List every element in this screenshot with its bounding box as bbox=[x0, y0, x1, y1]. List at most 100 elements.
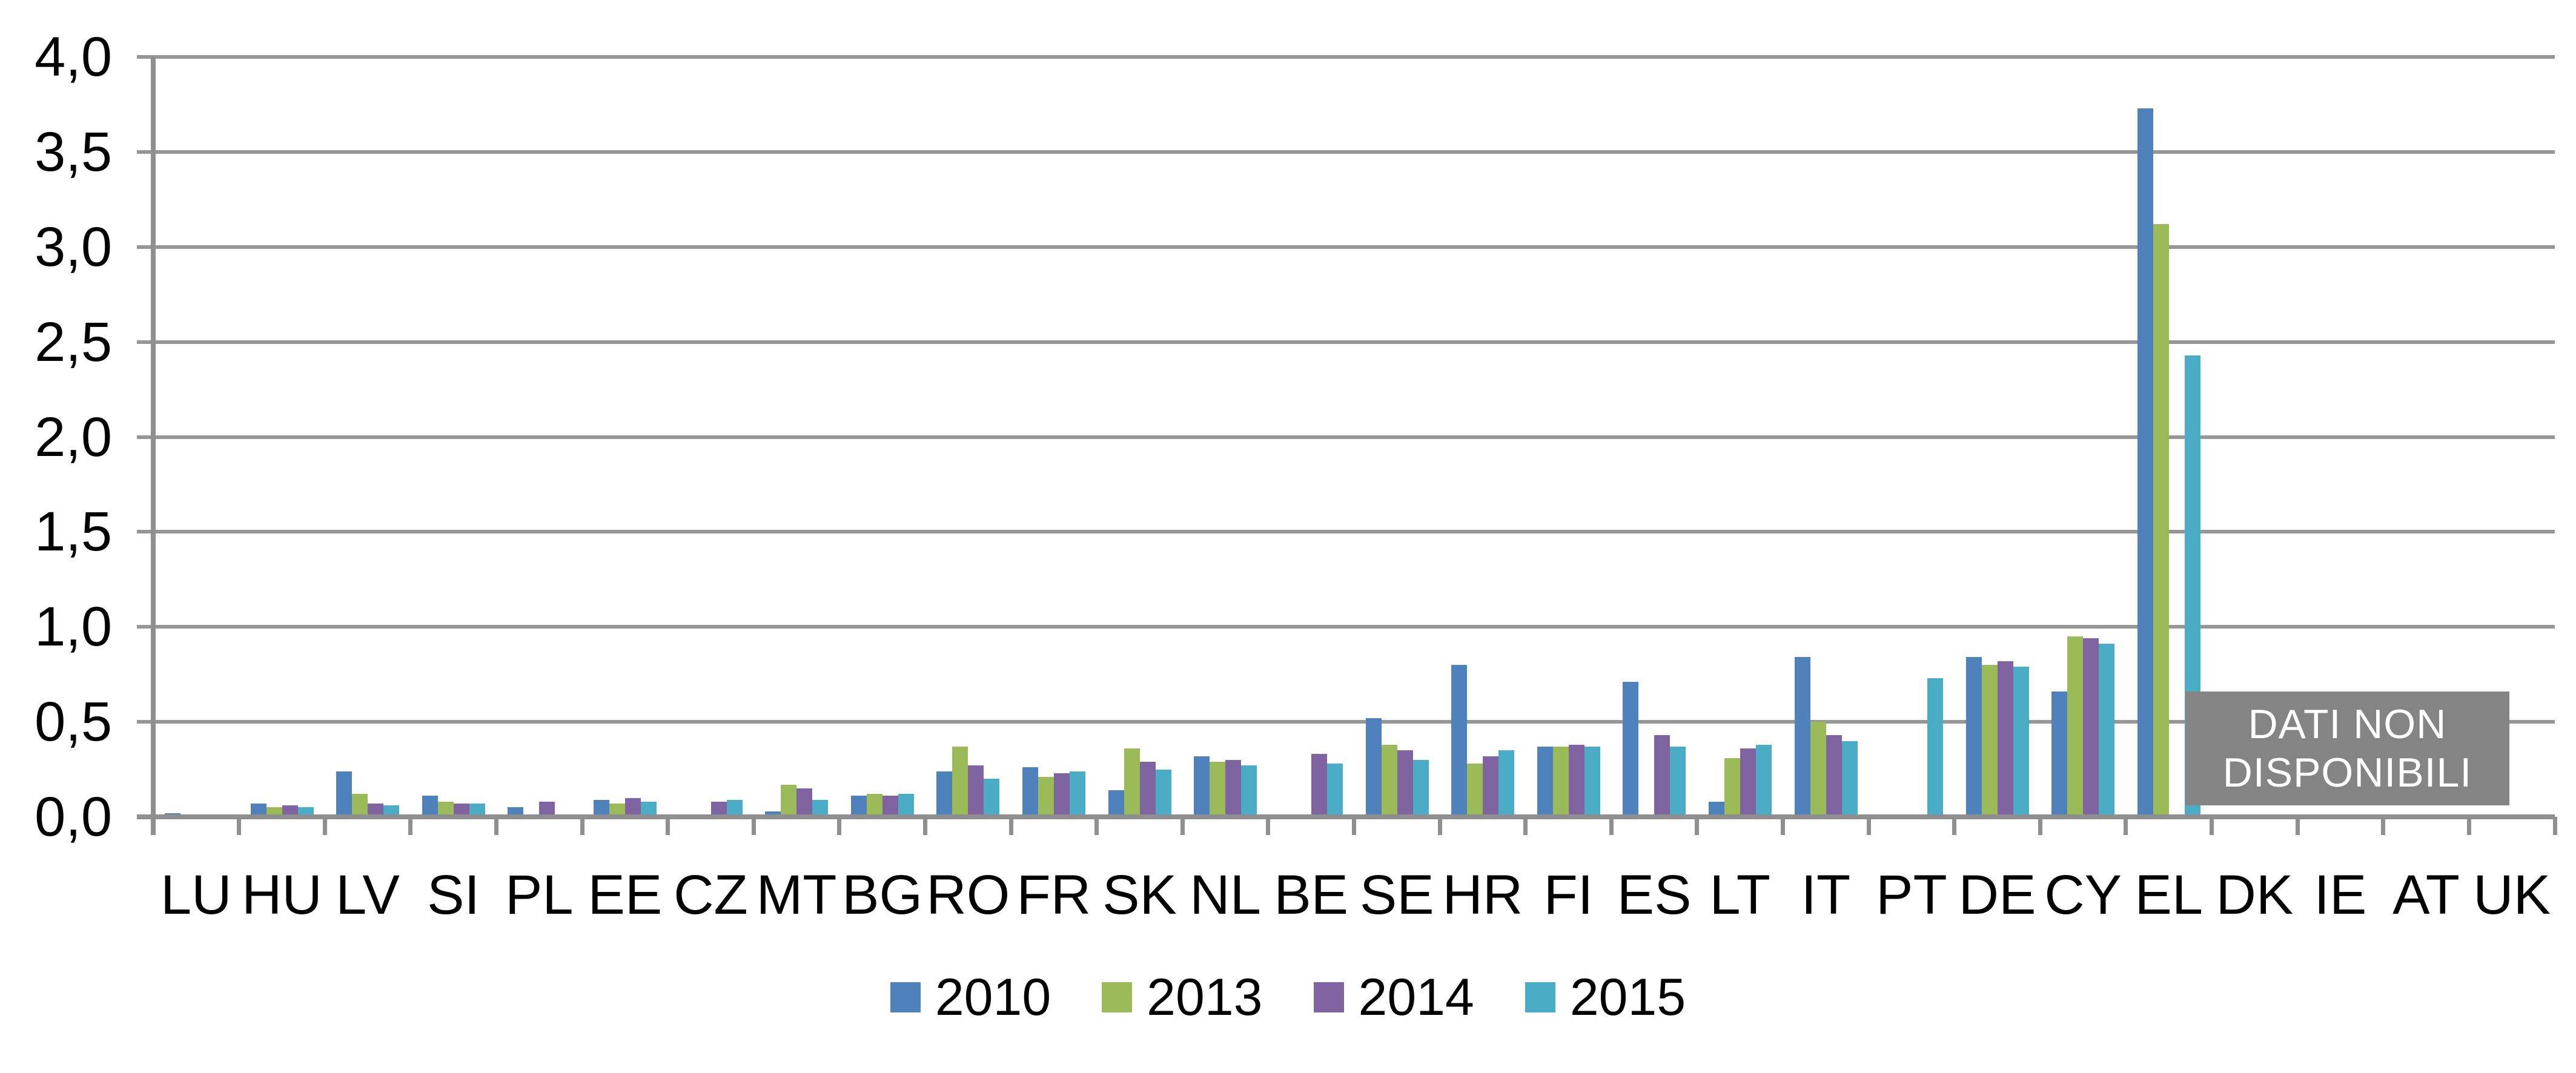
category-tick-4 bbox=[494, 817, 498, 835]
bar-DE-2014 bbox=[1997, 661, 2013, 817]
gridline-4,0 bbox=[137, 55, 2555, 59]
x-category-label-HR: HR bbox=[1442, 864, 1523, 926]
bar-SK-2014 bbox=[1139, 762, 1156, 817]
bar-IT-2013 bbox=[1810, 722, 1826, 817]
x-category-label-DE: DE bbox=[1958, 864, 2036, 926]
bar-PT-2015 bbox=[1927, 678, 1944, 817]
x-category-label-IE: IE bbox=[2314, 864, 2367, 926]
bar-DE-2013 bbox=[1981, 665, 1998, 817]
bar-MT-2015 bbox=[812, 799, 829, 817]
bar-HR-2014 bbox=[1483, 756, 1499, 817]
category-tick-22 bbox=[2038, 817, 2042, 835]
bar-LT-2010 bbox=[1708, 801, 1724, 817]
x-category-label-SI: SI bbox=[427, 864, 480, 926]
category-tick-21 bbox=[1952, 817, 1957, 835]
bar-CZ-2014 bbox=[710, 801, 727, 817]
category-tick-23 bbox=[2124, 817, 2128, 835]
legend-item-2013: 2013 bbox=[1102, 968, 1263, 1026]
bar-FI-2013 bbox=[1552, 746, 1569, 817]
legend-swatch-2010 bbox=[890, 982, 921, 1012]
bar-DE-2010 bbox=[1965, 657, 1982, 817]
no-data-line-2: DISPONIBILI bbox=[2222, 750, 2472, 796]
bar-CY-2010 bbox=[2051, 691, 2068, 817]
legend-swatch-2013 bbox=[1102, 982, 1133, 1012]
bar-BE-2014 bbox=[1311, 754, 1327, 817]
bar-HR-2015 bbox=[1498, 750, 1515, 817]
category-tick-18 bbox=[1695, 817, 1700, 835]
bar-LV-2014 bbox=[368, 804, 384, 817]
bar-EL-2013 bbox=[2153, 224, 2169, 817]
gridline-2,0 bbox=[137, 435, 2555, 439]
legend-item-2015: 2015 bbox=[1525, 968, 1686, 1026]
legend-item-2014: 2014 bbox=[1313, 971, 1474, 1023]
bar-NL-2013 bbox=[1210, 762, 1226, 817]
bar-CZ-2015 bbox=[726, 799, 743, 817]
bar-BG-2013 bbox=[866, 794, 882, 817]
bar-LT-2015 bbox=[1755, 744, 1772, 817]
legend-label-2015: 2015 bbox=[1569, 968, 1686, 1026]
bar-SI-2014 bbox=[453, 804, 469, 817]
bar-FR-2013 bbox=[1038, 777, 1055, 817]
category-tick-12 bbox=[1180, 817, 1185, 835]
bar-HR-2013 bbox=[1467, 764, 1483, 817]
gridline-0,5 bbox=[137, 720, 2555, 724]
legend-label-2013: 2013 bbox=[1147, 968, 1263, 1026]
y-tick-label-4: 2,0 bbox=[35, 406, 112, 468]
category-tick-24 bbox=[2210, 817, 2214, 835]
bar-DE-2015 bbox=[2013, 667, 2029, 817]
legend-swatch-2015 bbox=[1525, 982, 1555, 1012]
bar-MT-2014 bbox=[796, 788, 813, 817]
bar-LT-2014 bbox=[1740, 748, 1756, 817]
chart-legend: 2010 2013 2014 2015 bbox=[0, 964, 2576, 1031]
bar-NL-2015 bbox=[1241, 765, 1257, 817]
bar-LT-2013 bbox=[1724, 758, 1740, 817]
y-tick-label-2: 1,0 bbox=[35, 596, 112, 658]
bar-NL-2010 bbox=[1194, 756, 1210, 817]
bar-ES-2015 bbox=[1670, 746, 1686, 817]
x-category-label-AT: AT bbox=[2392, 864, 2460, 926]
bar-HU-2010 bbox=[250, 804, 267, 817]
bar-FR-2014 bbox=[1054, 773, 1070, 817]
x-axis-line bbox=[137, 814, 2555, 819]
x-category-label-LT: LT bbox=[1709, 864, 1770, 926]
category-tick-16 bbox=[1523, 817, 1528, 835]
y-tick-label-5: 2,5 bbox=[35, 311, 112, 373]
x-category-label-FR: FR bbox=[1016, 864, 1091, 926]
category-tick-26 bbox=[2381, 817, 2386, 835]
y-tick-label-0: 0,0 bbox=[35, 786, 112, 848]
gridline-3,0 bbox=[137, 245, 2555, 249]
bar-RO-2010 bbox=[936, 771, 953, 817]
bar-PL-2014 bbox=[539, 801, 555, 817]
x-category-label-FI: FI bbox=[1543, 864, 1594, 926]
bar-ES-2014 bbox=[1654, 735, 1670, 817]
bar-SI-2013 bbox=[437, 801, 454, 817]
gridline-2,5 bbox=[137, 340, 2555, 344]
bar-IT-2014 bbox=[1826, 735, 1842, 817]
category-tick-13 bbox=[1266, 817, 1271, 835]
bar-HU-2014 bbox=[282, 805, 298, 817]
category-tick-28 bbox=[2552, 817, 2557, 835]
bar-EE-2013 bbox=[609, 804, 626, 817]
category-tick-3 bbox=[408, 817, 413, 835]
bar-CY-2015 bbox=[2099, 644, 2115, 817]
bar-RO-2014 bbox=[968, 765, 984, 817]
bar-FI-2014 bbox=[1568, 744, 1584, 817]
bar-BG-2014 bbox=[882, 796, 898, 817]
legend-swatch-2014 bbox=[1313, 982, 1344, 1012]
bar-SE-2014 bbox=[1397, 750, 1413, 817]
bar-LV-2015 bbox=[383, 805, 400, 817]
bar-SI-2010 bbox=[422, 796, 438, 817]
category-tick-8 bbox=[837, 817, 842, 835]
bar-BE-2015 bbox=[1326, 764, 1343, 817]
x-category-label-CY: CY bbox=[2044, 864, 2122, 926]
x-category-label-PL: PL bbox=[505, 864, 574, 926]
x-category-label-UK: UK bbox=[2473, 864, 2551, 926]
bar-FR-2015 bbox=[1070, 771, 1086, 817]
category-tick-27 bbox=[2466, 817, 2471, 835]
y-tick-label-3: 1,5 bbox=[35, 501, 112, 563]
legend-item-2010: 2010 bbox=[890, 971, 1051, 1023]
category-tick-7 bbox=[751, 817, 756, 835]
bar-FI-2015 bbox=[1584, 746, 1600, 817]
x-category-label-EE: EE bbox=[588, 864, 663, 926]
